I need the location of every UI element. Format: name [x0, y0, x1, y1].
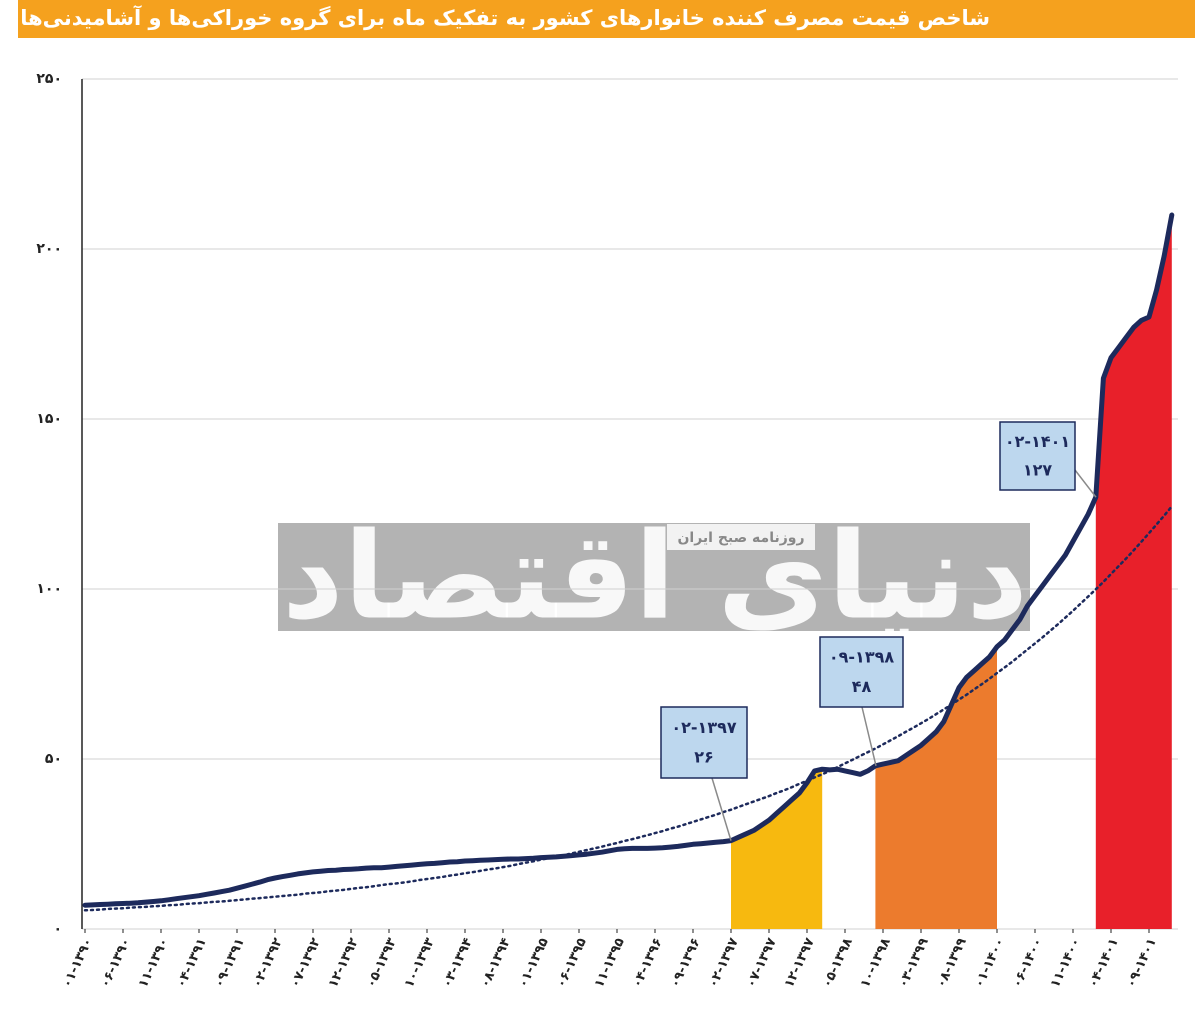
watermark-band: [278, 523, 1030, 631]
watermark-subtitle: روزنامه صبح ایران: [677, 530, 804, 546]
y-tick-label: ۲۰۰: [36, 241, 62, 257]
y-tick-label: ۰: [53, 921, 62, 937]
annotation-value: ۴۸: [852, 677, 872, 696]
annotation-box: [660, 706, 748, 779]
x-tick-label: ۰۳-۱۳۹۹: [896, 936, 932, 990]
annotation-box: [819, 636, 904, 708]
annotation-date: ۰۹-۱۳۹۸: [829, 648, 894, 667]
x-tick-label: ۱۰-۱۳۹۸: [858, 936, 894, 990]
annotation: ۰۲-۱۴۰۱ ۱۲۷: [999, 421, 1097, 498]
x-tick-label: ۰۹-۱۴۰۱: [1124, 936, 1160, 990]
x-tick-label: ۰۶-۱۳۹۵: [554, 936, 590, 990]
x-tick-label: ۰۸-۱۳۹۹: [934, 936, 970, 990]
annotation: ۰۲-۱۳۹۷ ۲۶: [660, 706, 748, 841]
annotation-date: ۰۲-۱۴۰۱: [1005, 432, 1070, 451]
trend-line: [83, 505, 1174, 912]
annotation-leader: [1074, 469, 1097, 498]
y-tick-label: ۱۵۰: [36, 411, 62, 427]
x-tick-label: ۰۹-۱۳۹۱: [212, 936, 248, 990]
x-tick-label: ۰۴-۱۳۹۶: [630, 936, 666, 990]
y-tick-label: ۵۰: [45, 751, 62, 767]
x-tick-label: ۱۲-۱۳۹۲: [326, 936, 362, 990]
x-tick-label: ۰۸-۱۳۹۴: [478, 936, 514, 990]
watermark-tag: [667, 524, 815, 550]
x-tick-label: ۰۲-۱۳۹۷: [706, 936, 742, 990]
annotation-box: [999, 421, 1076, 491]
x-tick-label: ۱۱-۱۴۰۰: [1048, 936, 1084, 990]
watermark: دنیای اقتصاد روزنامه صبح ایران: [278, 508, 1030, 647]
x-tick-label: ۰۷-۱۳۹۷: [744, 936, 780, 990]
watermark-title: دنیای اقتصاد: [282, 508, 1028, 647]
chart-title: شاخص قیمت مصرف کننده خانوارهای کشور به ت…: [18, 0, 1195, 38]
x-tick-label: ۰۴-۱۳۹۱: [174, 936, 210, 990]
x-tick-label: ۱۰-۱۳۹۳: [402, 936, 438, 990]
y-tick-label: ۱۰۰: [36, 581, 62, 597]
x-tick-label: ۰۵-۱۳۹۳: [364, 936, 400, 990]
x-tick-label: ۰۹-۱۳۹۶: [668, 936, 704, 990]
annotation: ۰۹-۱۳۹۸ ۴۸: [819, 636, 904, 766]
annotation-value: ۲۶: [694, 748, 714, 767]
index-line: [82, 212, 1175, 908]
x-tick-label: ۰۶-۱۴۰۰: [1010, 936, 1046, 990]
x-tick-label: ۰۱-۱۳۹۵: [516, 936, 552, 990]
x-tick-label: ۰۲-۱۳۹۲: [250, 936, 286, 990]
x-tick-label: ۰۳-۱۳۹۴: [440, 936, 476, 990]
x-tick-label: ۰۵-۱۳۹۸: [820, 936, 856, 990]
annotation-date: ۰۲-۱۳۹۷: [671, 718, 736, 737]
x-tick-label: ۰۷-۱۳۹۲: [288, 936, 324, 990]
x-tick-label: ۱۱-۱۳۹۵: [592, 936, 628, 990]
highlight-area: [731, 769, 823, 929]
x-tick-label: ۱۱-۱۳۹۰: [136, 936, 172, 990]
annotation-leader: [861, 706, 877, 766]
x-tick-label: ۰۴-۱۴۰۱: [1086, 936, 1122, 990]
x-tick-label: ۰۶-۱۳۹۰: [98, 936, 134, 990]
x-tick-label: ۰۱-۱۳۹۰: [60, 936, 96, 990]
x-tick-label: ۱۲-۱۳۹۷: [782, 936, 818, 990]
highlight-area: [875, 646, 997, 929]
annotation-value: ۱۲۷: [1023, 460, 1053, 479]
highlight-area: [1095, 215, 1172, 929]
x-tick-label: ۰۱-۱۴۰۰: [972, 936, 1008, 990]
annotation-leader: [711, 777, 732, 841]
y-tick-label: ۲۵۰: [36, 71, 62, 87]
